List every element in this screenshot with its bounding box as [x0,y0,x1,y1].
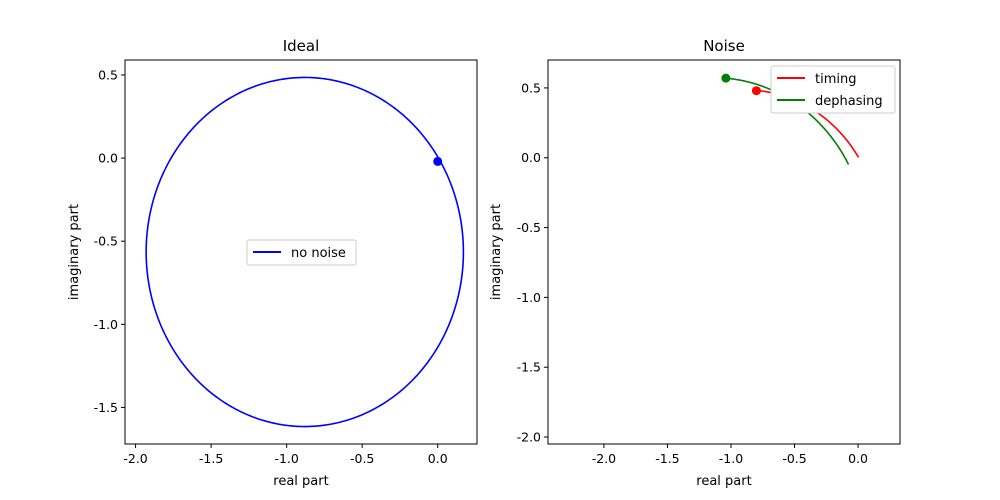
legend-label-no-noise: no noise [291,246,346,261]
y-tick-label: 0.5 [521,80,541,95]
y-tick-label: -1.5 [94,400,118,415]
y-tick-label: 0.0 [521,150,541,165]
x-axis-label: real part [696,474,751,489]
chart-title: Ideal [283,37,320,55]
x-tick-label: -1.5 [199,451,223,466]
x-tick-label: 0.0 [848,451,868,466]
y-tick-label: -1.5 [517,360,541,375]
x-axis-label: real part [273,474,328,489]
end-marker-timing [751,86,761,96]
y-tick-label: -2.0 [517,430,541,445]
x-tick-label: -0.5 [782,451,806,466]
y-axis-label: imaginary part [67,204,82,300]
y-tick-label: -0.5 [517,220,541,235]
y-tick-label: 0.5 [98,67,118,82]
legend-box [246,239,357,266]
legend: no noise [246,239,357,266]
chart-title: Noise [703,37,745,55]
plot-frame [124,59,478,445]
x-tick-label: -2.0 [592,451,616,466]
y-tick-label: -1.0 [517,290,541,305]
legend-label-dephasing: dephasing [815,94,883,109]
legend: timing dephasing [770,65,896,114]
y-tick-label: 0.0 [98,151,118,166]
x-tick-label: -0.5 [350,451,374,466]
x-axis-ticks: -2.0 -1.5 -1.0 -0.5 0.0 [592,444,868,466]
x-tick-label: -1.0 [274,451,298,466]
plot-frame [547,59,901,445]
y-axis-label: imaginary part [489,204,504,300]
x-tick-label: -1.5 [655,451,679,466]
y-axis-ticks: 0.5 0.0 -0.5 -1.0 -1.5 -2.0 [517,80,548,445]
y-tick-label: -1.0 [94,317,118,332]
end-marker-no-noise [433,156,443,166]
ideal-panel: Ideal -2.0 -1.5 -1.0 -0.5 0.0 0.5 0.0 -0.5 -1.0… [67,37,478,489]
series-line-no-noise [145,76,465,428]
legend-label-timing: timing [815,72,856,87]
y-axis-ticks: 0.5 0.0 -0.5 -1.0 -1.5 [94,67,125,415]
x-tick-label: -2.0 [123,451,147,466]
x-tick-label: -1.0 [719,451,743,466]
x-tick-label: 0.0 [428,451,448,466]
noise-panel: Noise -2.0 -1.5 -1.0 -0.5 0.0 0.5 0.0 -0.5 -1.0… [489,37,901,489]
y-tick-label: -0.5 [94,234,118,249]
end-marker-dephasing [721,73,731,83]
plot-area [145,76,465,428]
x-axis-ticks: -2.0 -1.5 -1.0 -0.5 0.0 [123,444,448,466]
